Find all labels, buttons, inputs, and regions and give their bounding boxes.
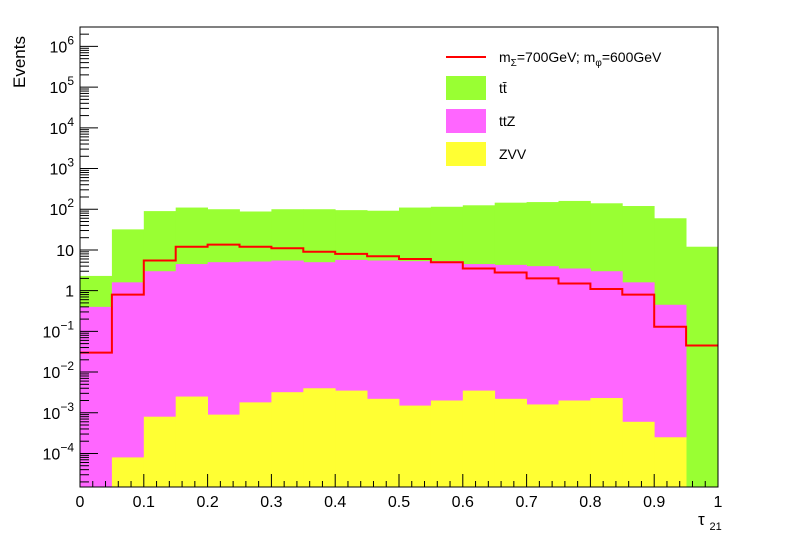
y-tick-label: 102: [50, 196, 75, 219]
bar-bin: [494, 398, 527, 487]
x-axis-title: τ 21: [698, 510, 722, 533]
bar-bin: [111, 282, 145, 487]
y-tick-base: 10: [43, 406, 61, 423]
x-tick-label: 0.7: [515, 494, 537, 511]
y-tick-base: 10: [43, 365, 61, 382]
y-tick-base: 10: [43, 324, 61, 341]
x-tick-label: 0.4: [324, 494, 346, 511]
bar-bin: [239, 402, 272, 487]
bar-bin: [175, 396, 208, 487]
y-tick-label: 10: [56, 243, 74, 260]
y-tick-base: 10: [43, 446, 61, 463]
bar-bin: [367, 398, 400, 487]
y-tick-label: 10−1: [43, 318, 75, 341]
y-tick-exponent: 4: [67, 115, 74, 129]
legend-color-swatch: [446, 76, 486, 100]
stacked-histograms: [80, 200, 719, 488]
y-tick-base: 10: [56, 243, 74, 260]
y-tick-exponent: 2: [67, 196, 74, 210]
bar-bin: [271, 392, 304, 487]
y-axis-title: Events: [10, 36, 29, 88]
y-tick-label: 10−2: [43, 359, 75, 382]
x-tick-label: 0.1: [133, 494, 155, 511]
y-tick-label: 1: [65, 284, 74, 301]
bar-bin: [622, 421, 655, 487]
y-tick-label: 10−3: [43, 400, 75, 423]
y-tick-base: 1: [65, 284, 74, 301]
legend-label: mΣ=700GeV; mφ=600GeV: [499, 49, 662, 69]
y-tick-exponent: −4: [60, 440, 74, 454]
x-axis: 0 0.1 0.2 0.3 0.4 0.5 0.6 0.7 0.8 0.9 1: [76, 474, 723, 511]
y-tick-exponent: 3: [67, 156, 74, 170]
y-tick-base: 10: [50, 121, 68, 138]
x-tick-label: 1: [714, 494, 723, 511]
x-tick-label: 0.8: [579, 494, 601, 511]
x-tick-label: 0.2: [196, 494, 218, 511]
legend-label: ZVV: [499, 146, 527, 162]
legend-label: ttZ: [499, 113, 516, 129]
y-tick-base: 10: [50, 162, 68, 179]
legend-label-end: =600GeV: [602, 49, 662, 65]
bar-bin: [143, 416, 177, 487]
legend-color-swatch: [446, 109, 486, 133]
bar-bin: [654, 437, 687, 487]
y-tick-base: 10: [50, 80, 68, 97]
y-tick-base: 10: [50, 202, 68, 219]
x-tick-label: 0.3: [260, 494, 282, 511]
y-tick-label: 10−4: [43, 440, 75, 463]
legend-entry: ZVV: [446, 142, 527, 166]
bar-bin: [558, 400, 591, 487]
bar-bin: [207, 414, 240, 487]
y-tick-label: 106: [50, 33, 75, 56]
bar-bin: [303, 388, 336, 487]
legend-entry: ttZ: [446, 109, 516, 133]
y-tick-exponent: −1: [60, 318, 74, 332]
bar-bin: [526, 404, 559, 487]
x-tick-label: 0.6: [452, 494, 474, 511]
bar-bin: [462, 390, 496, 487]
legend-color-swatch: [446, 142, 486, 166]
legend-entry: mΣ=700GeV; mφ=600GeV: [446, 49, 662, 69]
legend-label-sub2: φ: [595, 58, 602, 69]
y-tick-base: 10: [50, 39, 68, 56]
y-tick-label: 103: [50, 156, 75, 179]
y-tick-label: 104: [50, 115, 75, 138]
y-tick-exponent: −3: [60, 400, 74, 414]
legend: mΣ=700GeV; mφ=600GeV tt̄ ttZ ZVV: [446, 49, 662, 166]
legend-label-mid: =700GeV; m: [517, 49, 595, 65]
series-zvv: [111, 388, 687, 487]
y-tick-exponent: −2: [60, 359, 74, 373]
legend-entry: tt̄: [446, 76, 507, 100]
x-axis-title-subscript: 21: [709, 521, 721, 533]
bar-bin: [686, 246, 719, 487]
y-tick-exponent: 6: [67, 33, 74, 47]
x-tick-label: 0: [76, 494, 85, 511]
x-tick-label: 0.9: [643, 494, 665, 511]
legend-label-base: m: [499, 49, 511, 65]
signal-line: [80, 243, 718, 354]
bar-bin: [335, 390, 368, 487]
bar-bin: [399, 405, 432, 487]
x-axis-title-main: τ: [698, 510, 705, 529]
legend-label-sub1: Σ: [511, 58, 517, 69]
y-tick-label: 105: [50, 74, 75, 97]
y-tick-exponent: 5: [67, 74, 74, 88]
bar-bin: [590, 398, 623, 487]
bar-bin: [111, 457, 145, 487]
legend-label: tt̄: [499, 80, 507, 96]
x-tick-label: 0.5: [388, 494, 410, 511]
signal-histogram: [80, 243, 718, 354]
bar-bin: [430, 400, 464, 487]
